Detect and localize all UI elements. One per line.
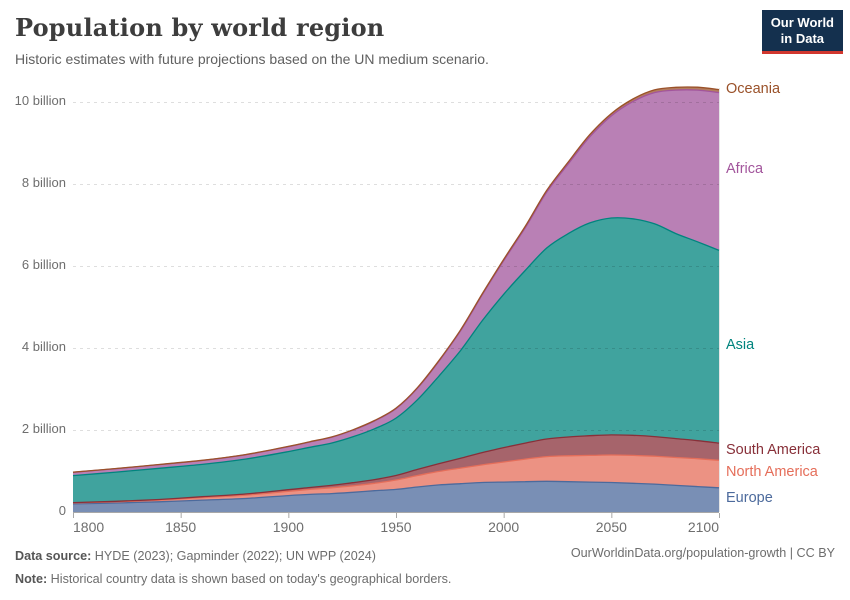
gridlines [73, 102, 719, 431]
owid-logo-line1: Our World [770, 15, 834, 30]
area-north-america[interactable] [73, 455, 719, 504]
x-tick-label-2100: 2100 [687, 519, 719, 535]
x-tick-label-1800: 1800 [73, 519, 105, 535]
footer-source-label: Data source: [15, 549, 92, 563]
legend-label-europe[interactable]: Europe [726, 489, 773, 506]
footer-source-line: Data source: HYDE (2023); Gapminder (202… [15, 545, 451, 568]
line-south-america [72, 434, 720, 504]
x-tick-label-1850: 1850 [165, 519, 197, 535]
footer-link[interactable]: OurWorldinData.org/population-growth | C… [570, 546, 835, 560]
footer-note-label: Note: [15, 572, 48, 586]
area-europe[interactable] [73, 481, 719, 512]
y-tick-label-8: 8 billion [21, 175, 66, 190]
y-tick-label-6: 6 billion [21, 257, 66, 272]
footer-source-text: HYDE (2023); Gapminder (2022); UN WPP (2… [91, 549, 376, 563]
series-lines [72, 86, 720, 505]
line-asia [72, 217, 720, 477]
y-tick-label-4: 4 billion [21, 339, 66, 354]
legend-label-asia[interactable]: Asia [726, 336, 755, 353]
owid-logo-line2: in Data [780, 31, 825, 46]
legend-label-oceania[interactable]: Oceania [726, 81, 781, 98]
legend-label-north-america[interactable]: North America [726, 464, 818, 481]
area-africa[interactable] [73, 89, 719, 476]
y-tick-label-2: 2 billion [21, 421, 66, 436]
legend-label-south-america[interactable]: South America [726, 441, 821, 458]
line-oceania [72, 86, 720, 473]
footer-note-line: Note: Historical country data is shown b… [15, 568, 451, 591]
page-title: Population by world region [15, 13, 385, 42]
area-asia[interactable] [73, 217, 719, 503]
area-south-america[interactable] [73, 434, 719, 503]
footer: Data source: HYDE (2023); Gapminder (202… [15, 545, 451, 591]
x-tick-label-2050: 2050 [595, 519, 627, 535]
areas [73, 86, 719, 512]
line-europe [72, 480, 720, 505]
x-tick-label-1950: 1950 [380, 519, 412, 535]
x-tick-label-1900: 1900 [272, 519, 304, 535]
page-subtitle: Historic estimates with future projectio… [15, 51, 489, 67]
footer-note-text: Historical country data is shown based o… [47, 572, 452, 586]
y-tick-label-10: 10 billion [14, 93, 66, 108]
x-tick-label-2000: 2000 [488, 519, 520, 535]
y-tick-label-0: 0 [58, 503, 66, 518]
owid-logo[interactable]: Our World in Data [761, 10, 843, 54]
legend-label-africa[interactable]: Africa [726, 161, 764, 178]
line-north-america [72, 454, 720, 504]
